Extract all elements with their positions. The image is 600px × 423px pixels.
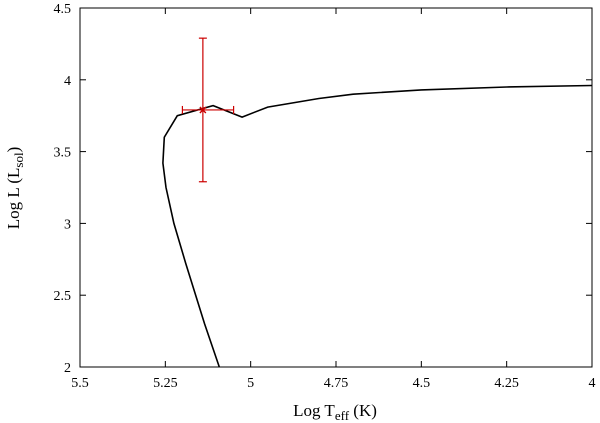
y-tick-label: 3 — [64, 217, 71, 232]
y-tick-label: 3.5 — [54, 146, 72, 161]
x-tick-label: 5 — [247, 376, 254, 391]
x-tick-label: 5.5 — [71, 376, 89, 391]
y-tick-label: 2.5 — [54, 289, 72, 304]
evolutionary-track-line — [162, 84, 593, 368]
x-tick-label: 4.5 — [413, 376, 431, 391]
observation-errorbar — [181, 37, 235, 183]
x-tick-label: 5.25 — [153, 376, 178, 391]
observation-point — [199, 106, 207, 114]
y-tick-label: 4.5 — [54, 2, 72, 17]
x-tick-label: 4 — [589, 376, 596, 391]
y-axis-title: Log L (Lsol) — [4, 147, 26, 230]
y-tick-label: 4 — [64, 74, 71, 89]
plot-frame — [79, 7, 593, 368]
y-tick-label: 2 — [64, 361, 71, 376]
y-tick-labels: 2 2.5 3 3.5 4 4.5 — [54, 2, 72, 376]
x-tick-labels: 5.5 5.25 5 4.75 4.5 4.25 4 — [71, 376, 595, 391]
x-axis-title: Log Teff (K) — [293, 401, 377, 423]
x-tick-label: 4.25 — [494, 376, 519, 391]
tick-layer — [79, 7, 593, 368]
x-tick-label: 4.75 — [324, 376, 349, 391]
